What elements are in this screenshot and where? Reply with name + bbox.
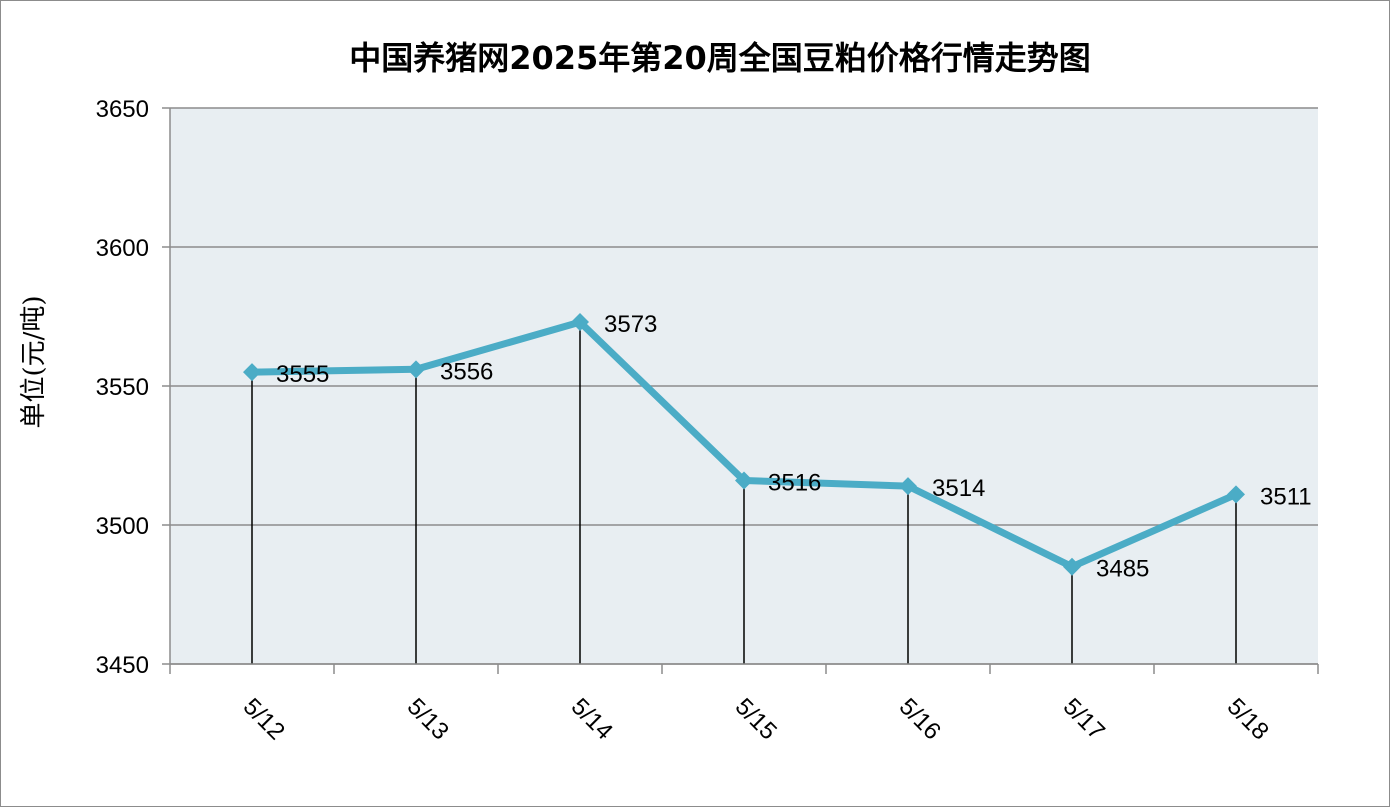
chart-title: 中国养猪网2025年第20周全国豆粕价格行情走势图 [349, 39, 1091, 77]
data-point [899, 477, 917, 496]
data-labels: 3555 3556 3573 3516 3514 3485 3511 [276, 311, 1312, 583]
y-tick-label: 3550 [96, 374, 149, 401]
series-group [243, 313, 1245, 576]
data-label: 3516 [768, 470, 821, 497]
data-label: 3514 [932, 475, 985, 502]
data-label: 3556 [440, 358, 493, 385]
data-label: 3485 [1096, 556, 1149, 583]
y-tick-label: 3500 [96, 513, 149, 540]
data-point [407, 360, 425, 379]
data-point [571, 313, 589, 332]
x-tick-label: 5/12 [238, 693, 290, 745]
axes [169, 108, 1319, 674]
data-point [1227, 485, 1245, 504]
data-label: 3573 [604, 311, 657, 338]
x-tick-label: 5/13 [402, 693, 454, 745]
x-tick-label: 5/14 [566, 693, 618, 745]
y-tick-label: 3600 [96, 235, 149, 262]
y-tick-label: 3450 [96, 652, 149, 679]
data-point [735, 471, 753, 490]
y-tick-label: 3650 [96, 96, 149, 123]
data-point [243, 363, 261, 382]
data-point [1063, 557, 1081, 576]
y-axis-label: 单位(元/吨) [19, 295, 49, 428]
data-label: 3555 [276, 361, 329, 388]
drop-lines [251, 322, 1237, 664]
x-tick-label: 5/16 [894, 693, 946, 745]
x-tick-label: 5/15 [730, 693, 782, 745]
x-tick-label: 5/18 [1222, 693, 1274, 745]
y-axis-ticks: 3650 3600 3550 3500 3450 [96, 96, 149, 679]
data-label: 3511 [1260, 483, 1312, 510]
x-axis-ticks: 5/12 5/13 5/14 5/15 5/16 5/17 5/18 [238, 693, 1274, 745]
x-tick-label: 5/17 [1058, 693, 1110, 745]
